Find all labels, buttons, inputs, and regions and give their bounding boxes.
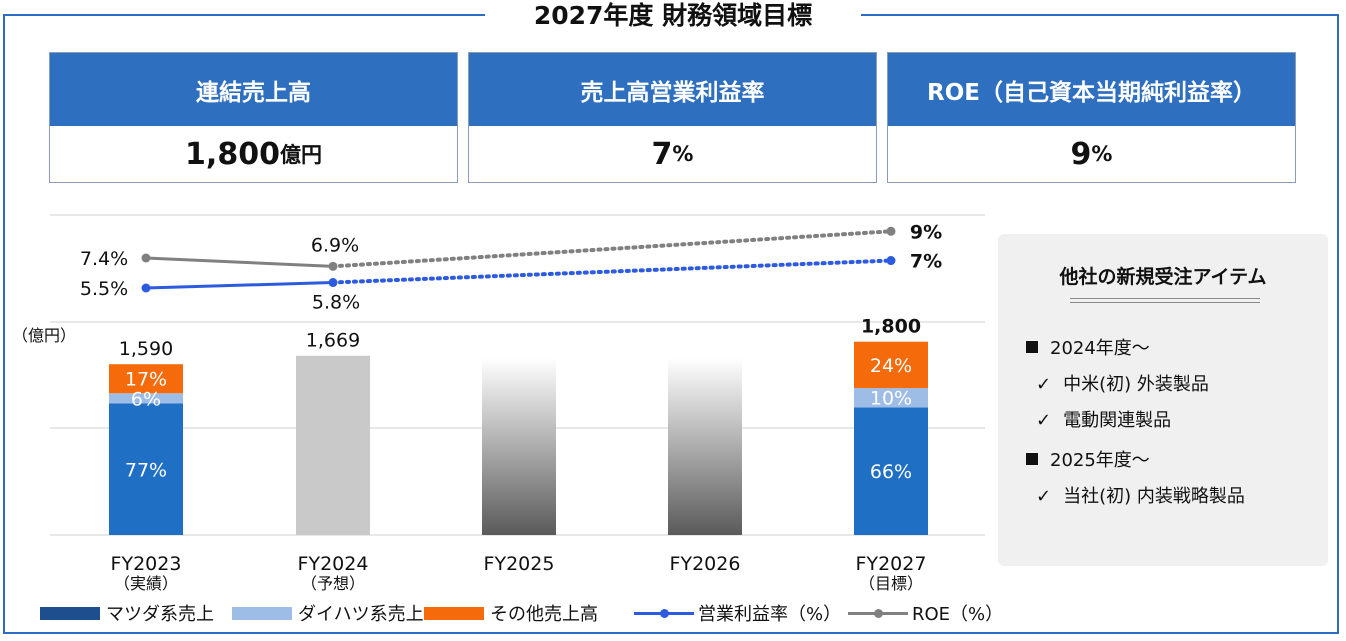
point-label: 9% — [910, 221, 942, 243]
segment-label: 77% — [125, 459, 167, 481]
kpi-value: 1,800 億円 — [50, 126, 457, 182]
kpi-unit: % — [672, 142, 694, 166]
series-forecast-line — [331, 229, 893, 269]
kpi-number: 7 — [651, 136, 673, 172]
kpi-card-sales: 連結売上高 1,800 億円 — [49, 52, 458, 183]
kpi-card-operating-margin: 売上高営業利益率 7% — [468, 52, 877, 183]
legend-label: その他売上高 — [490, 604, 598, 625]
panel-list-item: ✓ 中米(初) 外装製品 — [1036, 370, 1209, 396]
kpi-number: 1,800 — [185, 136, 280, 172]
bar-segment — [109, 364, 183, 394]
legend-item-mazda: マツダ系売上 — [40, 600, 214, 626]
segment-label: 6% — [131, 388, 161, 410]
bar — [296, 355, 370, 535]
new-orders-panel: 他社の新規受注アイテム 2024年度～ ✓ 中米(初) 外装製品 ✓ 電動関連製品 … — [998, 234, 1328, 566]
square-bullet-icon — [1026, 341, 1038, 353]
list-item-text: 当社(初) 内装戦略製品 — [1063, 486, 1245, 507]
bar-placeholder — [668, 358, 742, 535]
kpi-number: 9 — [1070, 136, 1092, 172]
panel-group-heading: 2024年度～ — [1026, 334, 1150, 360]
panel-list-item: ✓ 電動関連製品 — [1036, 406, 1171, 432]
x-tick-sublabel: （目標） — [859, 574, 923, 593]
x-tick-label: FY2024 — [298, 553, 369, 575]
bar-total-label: 1,669 — [306, 330, 360, 352]
kpi-label: ROE（自己資本当期純利益率） — [888, 53, 1295, 126]
series-line — [145, 256, 334, 268]
bar-segment — [854, 388, 928, 408]
panel-list-item: ✓ 当社(初) 内装戦略製品 — [1036, 482, 1245, 508]
legend-item-other: その他売上高 — [424, 600, 598, 626]
series-point — [886, 226, 896, 236]
bar-segment — [109, 403, 183, 535]
bar-segment — [854, 341, 928, 389]
x-tick-label: FY2026 — [670, 553, 741, 575]
kpi-value: 7% — [469, 126, 876, 182]
series-point — [328, 278, 338, 288]
square-bullet-icon — [1026, 453, 1038, 465]
kpi-value: 9% — [888, 126, 1295, 182]
segment-label: 66% — [870, 461, 912, 483]
segment-label: 10% — [870, 388, 912, 410]
series-forecast-line — [331, 258, 893, 285]
legend-label: マツダ系売上 — [106, 604, 214, 625]
x-tick-sublabel: （予想） — [301, 574, 365, 593]
bar-total-label: 1,590 — [119, 338, 173, 360]
point-label: 5.5% — [80, 278, 128, 300]
legend-label: ROE（%） — [912, 604, 1004, 625]
legend-label: 営業利益率（%） — [698, 604, 842, 625]
group-heading-text: 2024年度～ — [1050, 338, 1150, 359]
bar-segment — [854, 407, 928, 535]
legend-swatch — [40, 606, 100, 620]
kpi-label: 連結売上高 — [50, 53, 457, 126]
x-tick-sublabel: （実績） — [114, 574, 178, 593]
list-item-text: 中米(初) 外装製品 — [1063, 374, 1209, 395]
x-tick-label: FY2023 — [111, 553, 182, 575]
x-tick-label: FY2027 — [856, 553, 927, 575]
legend-item-daihatsu: ダイハツ系売上 — [232, 600, 424, 626]
check-icon: ✓ — [1036, 486, 1052, 507]
check-icon: ✓ — [1036, 410, 1052, 431]
legend-label: ダイハツ系売上 — [298, 604, 424, 625]
check-icon: ✓ — [1036, 374, 1052, 395]
panel-divider — [1070, 298, 1260, 303]
legend-item-operating-margin: 営業利益率（%） — [634, 600, 841, 626]
group-heading-text: 2025年度～ — [1050, 450, 1150, 471]
point-label: 6.9% — [311, 234, 359, 256]
point-label: 7.4% — [80, 248, 128, 270]
bar-segment — [109, 393, 183, 404]
panel-title: 他社の新規受注アイテム — [1059, 266, 1267, 288]
y-axis-label: （億円） — [12, 326, 76, 345]
kpi-unit: 億円 — [279, 143, 322, 167]
legend-swatch — [232, 606, 292, 620]
kpi-unit: % — [1091, 142, 1113, 166]
point-label: 7% — [910, 251, 942, 273]
list-item-text: 電動関連製品 — [1063, 410, 1172, 431]
legend-item-roe: ROE（%） — [848, 600, 1003, 626]
x-tick-label: FY2025 — [484, 553, 555, 575]
legend-line-marker — [848, 607, 908, 620]
series-point — [886, 256, 896, 266]
point-label: 5.8% — [312, 292, 360, 314]
bar-placeholder — [482, 358, 556, 535]
series-line — [145, 281, 334, 290]
chart-legend: マツダ系売上 ダイハツ系売上 その他売上高 営業利益率（%） ROE（%） — [0, 600, 1346, 630]
segment-label: 24% — [870, 355, 912, 377]
series-point — [328, 261, 338, 271]
series-point — [141, 283, 151, 293]
series-point — [141, 253, 151, 263]
legend-swatch — [424, 606, 484, 620]
panel-group-heading: 2025年度～ — [1026, 446, 1150, 472]
kpi-card-roe: ROE（自己資本当期純利益率） 9% — [887, 52, 1296, 183]
segment-label: 17% — [125, 369, 167, 391]
page-title: 2027年度 財務領域目標 — [485, 0, 861, 32]
bar-total-label: 1,800 — [861, 316, 921, 338]
kpi-label: 売上高営業利益率 — [469, 53, 876, 126]
legend-line-marker — [634, 607, 694, 620]
